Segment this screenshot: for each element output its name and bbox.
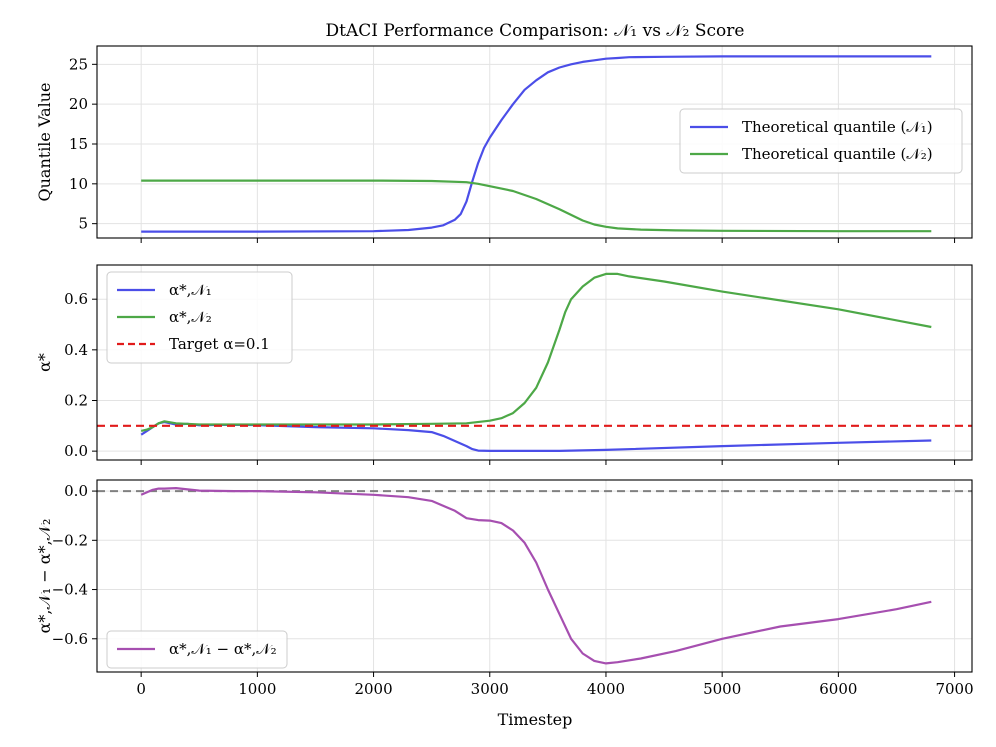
x-tick-label: 2000 — [354, 680, 392, 698]
y-tick-label: 0.0 — [64, 482, 88, 500]
y-tick-label: −0.2 — [52, 531, 88, 549]
y-tick-label: 5 — [78, 215, 88, 233]
y-tick-label: −0.4 — [52, 581, 88, 599]
series-line-green — [140, 272, 932, 432]
legend: α*,𝒩₁ α*,𝒩₂ Target α=0.1 — [106, 271, 293, 364]
legend-label: Target α=0.1 — [169, 335, 270, 353]
legend-box — [679, 108, 963, 174]
legend-label: α*,𝒩₂ — [169, 308, 212, 326]
x-tick-label: 4000 — [587, 680, 625, 698]
y-axis-label: α* — [35, 353, 54, 372]
legend-label: α*,𝒩₁ − α*,𝒩₂ — [169, 640, 277, 658]
y-tick-label: 15 — [69, 135, 88, 153]
y-tick-label: 25 — [69, 55, 88, 73]
series-line-purple — [140, 487, 932, 665]
panel-2: 0.0 0.2 0.4 0.6 α* α*,𝒩₁ α*,𝒩₂ Target α=0.1 — [35, 264, 973, 465]
x-tick-label: 0 — [136, 680, 146, 698]
chart-title: DtACI Performance Comparison: 𝒩₁ vs 𝒩₂ S… — [326, 21, 745, 41]
y-tick-label: 0.4 — [64, 341, 88, 359]
panel-3: 0 1000 2000 3000 4000 5000 6000 7000 0.0 −0.2 −0.4… — [35, 479, 974, 698]
y-tick-label: 0.2 — [64, 391, 88, 409]
legend: α*,𝒩₁ − α*,𝒩₂ — [106, 630, 288, 669]
x-tick-label: 1000 — [238, 680, 276, 698]
panel-1: 5 10 15 20 25 Quantile Value Theoretical quant… — [35, 45, 973, 243]
series-line-green — [141, 179, 932, 233]
y-axis-label: α*,𝒩₁ − α*,𝒩₂ — [35, 519, 54, 634]
legend-box — [106, 271, 293, 364]
legend-label: Theoretical quantile (𝒩₁) — [742, 118, 933, 136]
x-tick-label: 5000 — [703, 680, 741, 698]
y-tick-label: 20 — [69, 95, 88, 113]
x-tick-label: 6000 — [819, 680, 857, 698]
y-tick-label: −0.6 — [52, 630, 88, 648]
x-tick-label: 3000 — [471, 680, 509, 698]
x-tick-label: 7000 — [935, 680, 973, 698]
legend-box — [106, 630, 288, 669]
y-tick-label: 0.6 — [64, 290, 88, 308]
plot-frame — [96, 45, 973, 239]
panels: 5 10 15 20 25 Quantile Value Theoretical quant… — [35, 45, 974, 698]
plot-frame — [96, 479, 973, 673]
y-tick-label: 10 — [69, 175, 88, 193]
legend: Theoretical quantile (𝒩₁) Theoretical qua… — [679, 108, 963, 174]
legend-label: α*,𝒩₁ — [169, 281, 212, 299]
series-line-blue — [141, 55, 932, 233]
y-axis-label: Quantile Value — [35, 83, 54, 202]
y-tick-label: 0.0 — [64, 442, 88, 460]
x-axis-label: Timestep — [498, 710, 573, 729]
plot-frame — [96, 264, 973, 461]
legend-label: Theoretical quantile (𝒩₂) — [742, 145, 933, 163]
